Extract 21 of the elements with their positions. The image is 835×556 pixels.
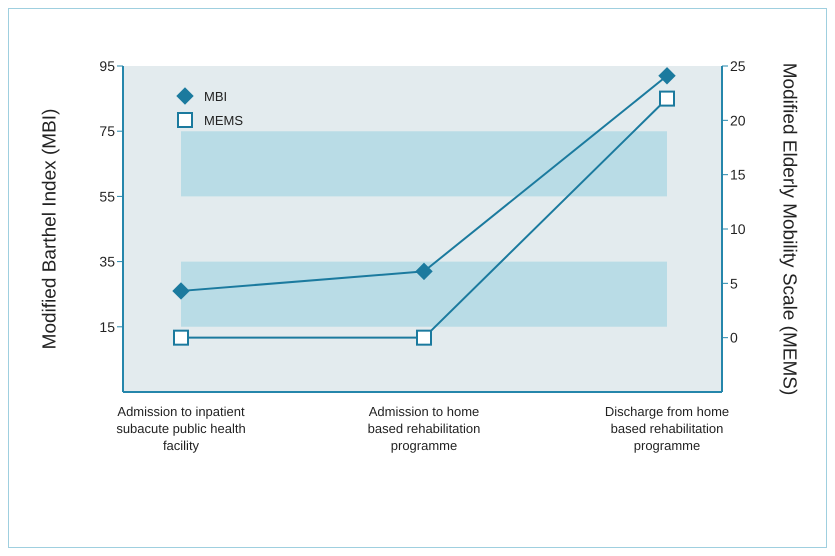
y-tick-label: 55	[99, 188, 116, 204]
y2-axis-title: Modified Elderly Mobility Scale (MEMS)	[778, 62, 800, 396]
y2-tick-label: 20	[730, 112, 746, 128]
legend-label: MBI	[204, 88, 228, 104]
y2-tick-label: 25	[730, 58, 746, 74]
y-tick-label: 95	[99, 58, 116, 74]
y-tick-label: 75	[99, 123, 116, 140]
y-axis-title: Modified Barthel Index (MBI)	[40, 108, 61, 350]
y2-tick-label: 10	[730, 220, 746, 237]
point	[172, 282, 190, 300]
y2-tick-label: 15	[730, 166, 746, 183]
y2-tick-label: 0	[730, 330, 738, 346]
x-tick-label: Admission to home based rehabilitation programme	[368, 404, 480, 453]
legend-label: MEMS	[204, 112, 243, 128]
point	[658, 67, 676, 84]
point	[416, 262, 432, 280]
y-tick-label: 15	[99, 318, 116, 335]
y2-tick-label: 5	[730, 275, 738, 292]
y-tick-label: 35	[99, 254, 116, 270]
x-tick-label: Admission to inpatient subacute public health facility	[116, 404, 246, 453]
x-tick-label: Discharge from home based rehabilitation programme	[604, 404, 730, 453]
